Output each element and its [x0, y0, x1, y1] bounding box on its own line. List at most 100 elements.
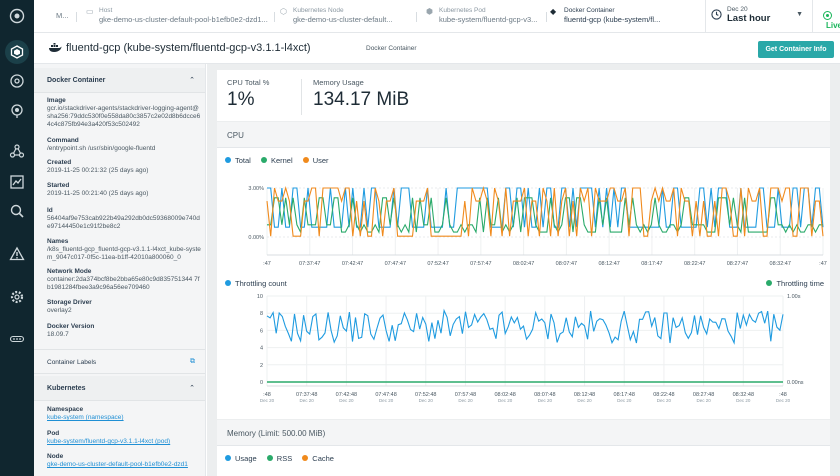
breadcrumb-type: Docker Container — [564, 7, 615, 14]
legend-item-total[interactable]: Total — [225, 156, 251, 165]
get-container-info-button[interactable]: Get Container Info — [758, 41, 834, 58]
legend-label: Kernel — [270, 156, 293, 165]
copy-icon[interactable]: ⧉ — [190, 358, 195, 365]
kubernetes-section-header[interactable]: Kubernetes ⌃ — [34, 376, 205, 401]
thr-xtick-label: 07:47:48 — [375, 392, 396, 398]
breadcrumb-type: Host — [99, 7, 113, 14]
memory-card: Memory (Limit: 500.00 MiB) Usage RSS Cac… — [217, 420, 830, 476]
cpu-xtick-label: 08:27:47 — [727, 261, 748, 267]
cpu-xtick-date: Dec 20 — [816, 267, 830, 268]
thr-xtick-date: Dec 20 — [617, 398, 632, 403]
breadcrumb-node[interactable]: ⬡ Kubernetes Node gke-demo-us-cluster-de… — [280, 6, 412, 28]
cpu-xtick-date: Dec 20 — [431, 267, 446, 268]
container-labels-row[interactable]: Container Labels ⧉ — [34, 349, 205, 374]
field-label: Created — [47, 159, 72, 166]
cpu-xtick-label: 07:52:47 — [427, 261, 448, 267]
field-value: 18.09.7 — [47, 331, 69, 338]
breadcrumb-label: fluentd-gcp (kube-system/fl... — [564, 15, 661, 24]
cpu-xtick-label: 08:32:47 — [770, 261, 791, 267]
cpu-xtick-date: Dec 20 — [773, 267, 788, 268]
legend-item-kernel[interactable]: Kernel — [260, 156, 293, 165]
investigate-icon[interactable] — [7, 201, 27, 221]
field-label: Node — [47, 453, 64, 460]
clock-icon — [711, 9, 722, 20]
app-logo-icon[interactable] — [7, 6, 27, 26]
chevron-up-icon[interactable]: ⌃ — [189, 385, 195, 392]
legend-item-throttling-time[interactable]: Throttling time — [766, 279, 824, 288]
field-node: Node gke-demo-us-cluster-default-pool-b1… — [47, 453, 202, 469]
legend-item-cache[interactable]: Cache — [302, 454, 334, 463]
breadcrumb-host[interactable]: ▭ Host gke-demo-us-cluster-default-pool-… — [86, 6, 271, 28]
thr-xtick-label: 07:52:48 — [415, 392, 436, 398]
legend-item-usage[interactable]: Usage — [225, 454, 257, 463]
node-link[interactable]: gke-demo-us-cluster-default-pool-b1efb0e… — [47, 461, 188, 468]
cpu-xtick-label: :47 — [819, 261, 827, 267]
thr-xtick-date: Dec 20 — [458, 398, 473, 403]
field-id: Id 56404af9e753cab922b49a292db0dc5936800… — [47, 207, 202, 231]
field-started: Started 2019-11-25 00:21:40 (25 days ago… — [47, 182, 202, 198]
dashboard-icon[interactable] — [7, 71, 27, 91]
docker-container-section-header[interactable]: Docker Container ⌃ — [34, 68, 205, 93]
thr-ytick-right-label: 0.00ns — [787, 380, 804, 386]
pod-link[interactable]: kube-system/fluentd-gcp-v3.1.1-l4xct (po… — [47, 438, 171, 445]
card-title: CPU — [227, 131, 244, 140]
breadcrumb-pod[interactable]: ⬢ Kubernetes Pod kube-system/fluentd-gcp… — [426, 6, 546, 28]
cpu-ytick-label: 0.00% — [248, 235, 264, 241]
memory-legend: Usage RSS Cache — [225, 454, 342, 463]
legend-item-throttling-count[interactable]: Throttling count — [225, 279, 287, 288]
namespace-link[interactable]: kube-system (namespace) — [47, 414, 124, 421]
field-label: Started — [47, 182, 70, 189]
field-value: /k8s_fluentd-gcp_fluentd-gcp-v3.1.1-l4xc… — [47, 246, 201, 261]
thr-xtick-label: 08:02:48 — [494, 392, 515, 398]
breadcrumb-type: Kubernetes Pod — [439, 7, 486, 14]
explore-icon[interactable] — [5, 40, 29, 64]
breadcrumb-container[interactable]: ◆ Docker Container fluentd-gcp (kube-sys… — [550, 6, 700, 28]
thr-ytick-right-label: 1.00s — [787, 294, 801, 300]
cpu-xtick-date: Dec 20 — [303, 267, 318, 268]
thr-ytick-left-label: 8 — [260, 311, 263, 317]
thr-xtick-date: Dec 20 — [339, 398, 354, 403]
live-toggle[interactable]: Live — [823, 10, 840, 30]
breadcrumb-root[interactable]: M... — [56, 6, 70, 28]
main-content: CPU Total % 1% Memory Usage 134.17 MiB C… — [207, 64, 840, 476]
cpu-xtick-date: Dec 20 — [474, 267, 489, 268]
cpu-xtick-label: 07:47:47 — [385, 261, 406, 267]
topology-icon[interactable] — [7, 141, 27, 161]
field-label: Id — [47, 207, 53, 214]
cpu-ytick-label: 3.00% — [248, 186, 264, 192]
chevron-up-icon[interactable]: ⌃ — [189, 77, 195, 84]
field-created: Created 2019-11-25 00:21:32 (25 days ago… — [47, 159, 202, 175]
thr-xtick-label: 08:07:48 — [534, 392, 555, 398]
live-icon — [823, 11, 832, 20]
legend-item-rss[interactable]: RSS — [266, 454, 292, 463]
cpu-series-line-user — [266, 186, 824, 237]
time-range-picker[interactable]: Dec 20 Last hour ▼ — [705, 0, 813, 33]
thr-xtick-date: Dec 20 — [498, 398, 513, 403]
alerts-icon[interactable] — [7, 101, 27, 121]
cpu-card-header: CPU — [217, 122, 830, 148]
breadcrumb-type: Kubernetes Node — [293, 7, 344, 14]
legend-label: Throttling count — [235, 279, 287, 288]
settings-icon[interactable] — [7, 287, 27, 307]
top-bar: M... ▭ Host gke-demo-us-cluster-default-… — [34, 0, 840, 33]
field-value: 2019-11-25 00:21:40 (25 days ago) — [47, 190, 149, 197]
metrics-icon[interactable] — [7, 172, 27, 192]
legend-item-user[interactable]: User — [302, 156, 329, 165]
warning-icon[interactable] — [7, 244, 27, 264]
cpu-xtick-date: Dec 20 — [516, 267, 531, 268]
node-icon: ⬡ — [280, 7, 287, 16]
cpu-xtick-label: :47 — [263, 261, 271, 267]
thr-xtick-date: Dec 20 — [260, 398, 275, 403]
more-icon[interactable] — [7, 329, 27, 349]
legend-label: Total — [235, 156, 251, 165]
thr-series-line-throttling-count — [266, 308, 784, 345]
field-label: Namespace — [47, 406, 84, 413]
live-label: Live — [826, 21, 840, 30]
field-docker-version: Docker Version 18.09.7 — [47, 323, 202, 339]
field-pod: Pod kube-system/fluentd-gcp-v3.1.1-l4xct… — [47, 430, 202, 446]
thr-xtick-date: Dec 20 — [419, 398, 434, 403]
cpu-xtick-label: 07:42:47 — [342, 261, 363, 267]
thr-xtick-label: 08:27:48 — [693, 392, 714, 398]
